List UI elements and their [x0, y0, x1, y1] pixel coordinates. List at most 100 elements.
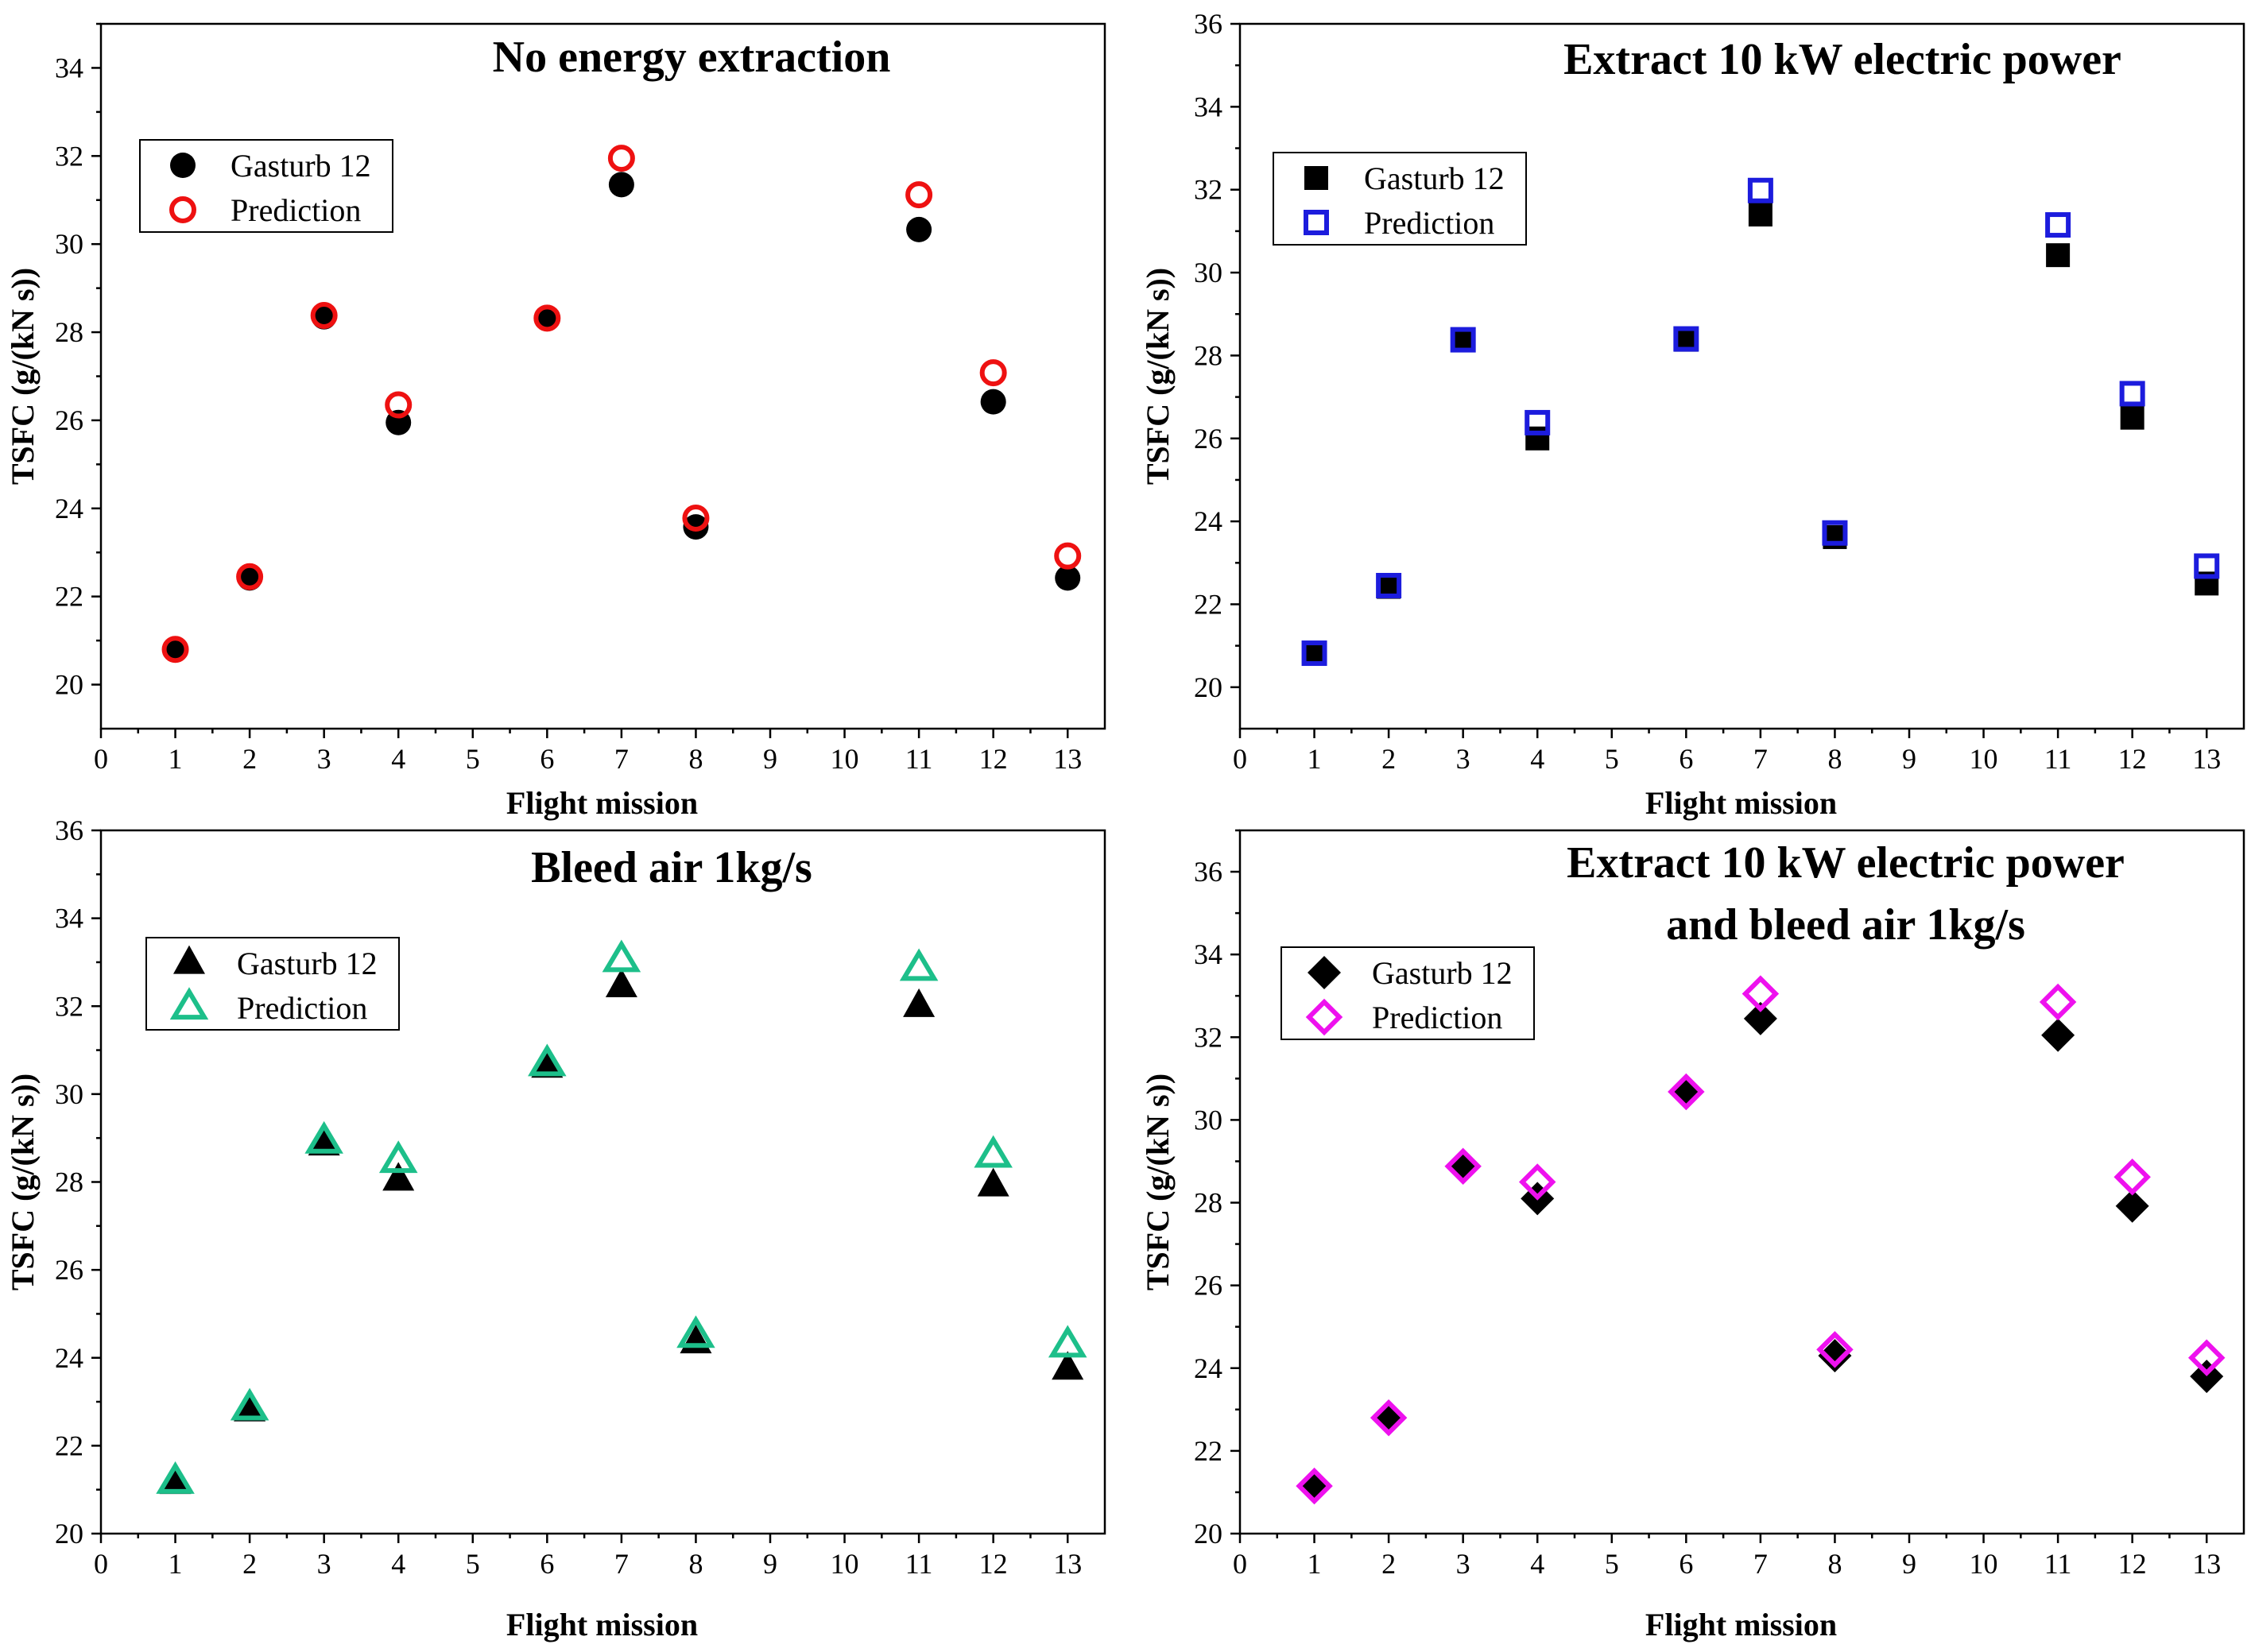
gasturb-point [2120, 405, 2144, 430]
prediction-point [682, 505, 710, 532]
prediction-point [602, 939, 641, 973]
x-tick-label: 8 [1827, 743, 1842, 775]
prediction-point [1747, 177, 1773, 203]
y-tick-label: 26 [1194, 1270, 1222, 1302]
x-tick-label: 8 [688, 743, 703, 775]
x-tick-label: 7 [1753, 743, 1768, 775]
x-tick-label: 6 [1679, 1548, 1693, 1580]
prediction-point [1048, 1325, 1087, 1358]
y-tick-label: 24 [1194, 1352, 1222, 1384]
x-tick-label: 11 [2044, 743, 2072, 775]
prediction-point [979, 359, 1007, 387]
x-tick-label: 11 [905, 1548, 933, 1580]
prediction-point [156, 1461, 195, 1494]
x-tick-label: 3 [1456, 743, 1470, 775]
x-tick-label: 2 [1381, 1548, 1396, 1580]
legend-marker [173, 945, 205, 974]
y-tick-label: 24 [1194, 505, 1222, 537]
legend-label: Prediction [237, 990, 367, 1026]
prediction-point [1742, 975, 1780, 1012]
y-tick-label: 28 [1194, 1187, 1222, 1219]
y-tick-label: 20 [1194, 1518, 1222, 1549]
y-tick-label: 28 [55, 316, 83, 348]
prediction-point [1668, 1073, 1705, 1111]
x-tick-label: 1 [169, 1548, 183, 1580]
y-tick-label: 32 [55, 990, 83, 1022]
y-tick-label: 24 [55, 493, 83, 524]
y-tick-label: 22 [1194, 588, 1222, 620]
legend-marker [1304, 210, 1329, 235]
prediction-point [2187, 1339, 2226, 1376]
y-tick-label: 20 [1194, 671, 1222, 703]
x-tick-label: 3 [1456, 1548, 1470, 1580]
gasturb-point [531, 1049, 564, 1078]
x-tick-label: 1 [169, 743, 183, 775]
chart-title: Extract 10 kW electric power [1567, 838, 2125, 888]
y-tick-label: 26 [55, 404, 83, 436]
y-tick-label: 22 [1194, 1435, 1222, 1467]
y-tick-label: 28 [55, 1166, 83, 1198]
prediction-point [304, 1120, 343, 1154]
gasturb-point [2041, 1018, 2075, 1052]
prediction-point [533, 304, 561, 332]
y-tick-label: 34 [1194, 938, 1222, 970]
x-tick-label: 4 [1530, 1548, 1544, 1580]
chart-title: Extract 10 kW electric power [1563, 35, 2121, 84]
x-tick-label: 0 [94, 743, 108, 775]
gasturb-point [2190, 1360, 2224, 1394]
x-tick-label: 7 [1753, 1548, 1768, 1580]
prediction-point [1518, 1163, 1556, 1201]
x-tick-label: 2 [242, 743, 257, 775]
prediction-point [528, 1043, 567, 1077]
x-tick-label: 10 [831, 743, 859, 775]
legend-marker [169, 196, 196, 223]
prediction-point [1301, 640, 1327, 667]
y-tick-label: 36 [1194, 856, 1222, 888]
chart-title: Bleed air 1kg/s [531, 843, 812, 892]
y-axis-label: TSFC (g/(kN s)) [5, 268, 41, 485]
gasturb-point [903, 988, 936, 1017]
x-tick-label: 10 [1970, 743, 1998, 775]
y-axis-label: TSFC (g/(kN s)) [1140, 1074, 1176, 1290]
y-tick-label: 20 [55, 1518, 83, 1549]
prediction-point [899, 948, 939, 981]
prediction-point [1376, 572, 1402, 598]
x-tick-label: 10 [1970, 1548, 1998, 1580]
x-tick-label: 3 [317, 743, 331, 775]
prediction-point [1370, 1399, 1408, 1437]
chart-extract-10kw-electric-power: 0 1 2 3 4 5 6 7 8 9 10 11 12 13202224262830323436Flig… [1140, 8, 2245, 821]
prediction-point [1822, 520, 1848, 546]
y-tick-label: 34 [55, 903, 83, 934]
prediction-point [2039, 983, 2077, 1021]
y-tick-label: 36 [1194, 8, 1222, 40]
legend-label: Prediction [1364, 205, 1494, 241]
y-tick-label: 26 [1194, 423, 1222, 455]
gasturb-point [2115, 1189, 2149, 1223]
x-axis-label: Flight mission [1645, 785, 1837, 821]
legend-label: Prediction [231, 192, 361, 228]
prediction-point [676, 1315, 715, 1348]
x-tick-label: 6 [540, 743, 554, 775]
prediction-point [385, 391, 413, 419]
y-tick-label: 32 [55, 140, 83, 172]
x-axis-label: Flight mission [1645, 1607, 1837, 1642]
x-tick-label: 1 [1308, 743, 1322, 775]
plot-frame [1238, 22, 2245, 730]
gasturb-point [980, 389, 1006, 415]
gasturb-point [906, 216, 932, 242]
gasturb-point [2046, 243, 2071, 268]
x-tick-label: 0 [1233, 743, 1247, 775]
y-tick-label: 34 [55, 52, 83, 83]
x-tick-label: 1 [1308, 1548, 1322, 1580]
gasturb-point [1055, 565, 1081, 591]
y-tick-label: 22 [55, 581, 83, 613]
prediction-point [1673, 326, 1699, 352]
prediction-point [236, 563, 264, 590]
gasturb-point [1372, 1401, 1406, 1435]
x-tick-label: 11 [2044, 1548, 2072, 1580]
y-tick-label: 32 [1194, 174, 1222, 206]
y-tick-label: 34 [1194, 91, 1222, 122]
gasturb-point [977, 1167, 1009, 1197]
gasturb-point [608, 172, 634, 198]
